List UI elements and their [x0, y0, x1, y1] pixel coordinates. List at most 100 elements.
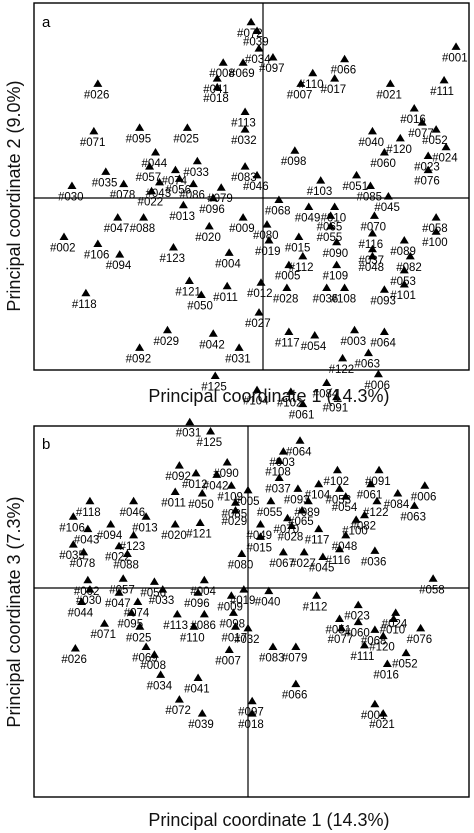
panel-a-point-label-95: #003 — [341, 336, 367, 348]
panel-a-marker-45 — [352, 170, 362, 179]
panel-a-marker-20 — [367, 126, 377, 135]
panel-b-point-label-79: #010 — [380, 625, 406, 637]
panel-b-marker-81 — [135, 622, 145, 630]
panel-b-point-label-73: #113 — [163, 620, 188, 632]
panel-b-marker-72 — [127, 608, 137, 616]
panel-a-point-label-7: #001 — [442, 52, 468, 64]
panel-a-point-label-26: #098 — [281, 156, 307, 168]
panel-b-point-label-20: #005 — [234, 496, 260, 508]
panel-a-marker-59 — [369, 211, 379, 219]
panel-a-marker-11 — [385, 79, 395, 87]
panel-a-marker-68 — [93, 239, 103, 248]
panel-a-point-label-37: #035 — [92, 177, 118, 189]
panel-a-point-label-19: #052 — [422, 135, 448, 147]
panel-b-marker-76 — [353, 600, 363, 609]
panel-b-point-label-13: #104 — [305, 490, 331, 502]
panel-b-point-label-23: #054 — [332, 502, 358, 514]
panel-a-point-label-76: #112 — [289, 262, 314, 274]
panel-a-point-label-84: #012 — [247, 288, 273, 300]
panel-a-marker-1 — [252, 26, 262, 35]
panel-b-point-label-29: #082 — [350, 521, 376, 533]
panel-a-point-label-31: #044 — [142, 158, 168, 170]
panel-b-marker-7 — [332, 465, 342, 474]
panel-a-marker-56 — [238, 213, 248, 221]
panel-a-point-label-88: #093 — [370, 295, 396, 307]
panel-a-marker-7 — [451, 42, 461, 50]
panel-b-marker-35 — [287, 521, 297, 530]
panel-b-marker-91 — [70, 644, 80, 652]
panel-b-point-label-21: #093 — [284, 494, 310, 506]
panel-b-marker-78 — [335, 614, 345, 623]
panel-a-marker-76 — [298, 251, 308, 260]
panel-b-marker-106 — [370, 699, 380, 708]
panel-a-marker-72 — [332, 237, 342, 246]
panel-a-marker-51 — [330, 202, 340, 211]
panel-b-point-label-39: #106 — [59, 522, 85, 534]
panel-b-point-label-18: #011 — [161, 497, 186, 509]
panel-a-marker-30 — [240, 125, 250, 133]
panel-a-point-label-1: #039 — [243, 37, 269, 49]
panel-b-point-label-91: #026 — [61, 654, 87, 666]
panel-b: b #031#125#064#003#108#092#090#102#091#0… — [4, 417, 470, 830]
panel-a: a #072#039#034#008#069 #097 #066#001#110#0… — [4, 2, 470, 422]
panel-b-point-label-70: #044 — [68, 608, 94, 620]
panel-a-marker-97 — [310, 331, 320, 339]
panel-a-marker-28 — [135, 123, 145, 131]
panel-a-point-label-13: #026 — [84, 89, 110, 101]
panel-b-point-label-77: #024 — [382, 618, 408, 630]
panel-b-point-label-52: #035 — [59, 550, 85, 562]
panel-a-point-label-90: #050 — [187, 301, 213, 313]
panel-a-marker-29 — [182, 123, 192, 131]
panel-b-point-label-40: #094 — [97, 530, 123, 542]
panel-b-point-label-90: #111 — [350, 651, 374, 663]
panel-a-point-label-35: #083 — [231, 172, 257, 184]
panel-b-marker-83 — [231, 622, 241, 630]
panel-b-marker-37 — [255, 520, 265, 528]
panel-b-point-label-89: #120 — [369, 642, 395, 654]
panel-a-marker-36 — [252, 170, 262, 179]
panel-a-marker-54 — [113, 213, 123, 221]
panel-b-marker-41 — [170, 520, 180, 528]
panel-a-point-label-38: #078 — [110, 190, 136, 202]
panel-b-marker-8 — [374, 465, 384, 474]
panel-b-point-label-5: #092 — [165, 471, 191, 483]
panel-b-point-label-17: #063 — [400, 511, 426, 523]
panel-b-marker-39 — [68, 512, 78, 520]
panel-b-marker-30 — [351, 515, 361, 523]
panel-a-marker-96 — [284, 327, 294, 336]
panel-b-point-label-76: #023 — [344, 611, 370, 623]
panel-a-marker-90 — [196, 290, 206, 299]
panel-a-point-label-86: #036 — [313, 294, 339, 306]
panel-a-marker-104 — [322, 378, 332, 387]
panel-a-point-label-89: #101 — [390, 290, 416, 302]
panel-a-marker-8 — [308, 68, 318, 77]
panel-b-marker-85 — [353, 617, 363, 626]
panel-a-point-label-40: #056 — [165, 184, 191, 196]
panel-b-marker-96 — [291, 642, 301, 650]
panel-a-point-label-56: #009 — [229, 223, 255, 235]
panel-b-point-label-66: #009 — [217, 601, 243, 613]
panel-b-points: #031#125#064#003#108#092#090#102#091#012… — [59, 417, 445, 731]
panel-b-point-label-1: #125 — [197, 437, 223, 449]
panel-a-point-label-94: #064 — [370, 338, 396, 350]
panel-a-marker-106 — [286, 387, 296, 395]
panel-b-point-label-36: #121 — [186, 528, 212, 540]
panel-b-marker-22 — [335, 484, 345, 492]
panel-a-marker-101 — [338, 353, 348, 362]
panel-b-point-label-26: #046 — [120, 507, 146, 519]
panel-b-point-label-32: #029 — [222, 516, 248, 528]
panel-a-marker-48 — [383, 192, 393, 200]
panel-a-point-label-81: #118 — [72, 299, 97, 311]
panel-a-point-label-74: #037 — [358, 255, 384, 267]
panel-a-marker-100 — [363, 348, 373, 357]
panel-a-marker-53 — [208, 193, 218, 202]
panel-a-marker-63 — [294, 232, 304, 240]
panel-a-point-label-93: #042 — [199, 339, 225, 351]
panel-b-marker-34 — [283, 513, 293, 522]
panel-a-point-label-104: #084 — [313, 389, 339, 401]
panel-b-point-label-11: #037 — [265, 484, 291, 496]
panel-b-marker-64 — [158, 585, 168, 593]
panel-a-marker-37 — [101, 167, 111, 175]
panel-a-marker-92 — [162, 325, 172, 334]
panel-a-point-label-6: #066 — [331, 65, 357, 77]
